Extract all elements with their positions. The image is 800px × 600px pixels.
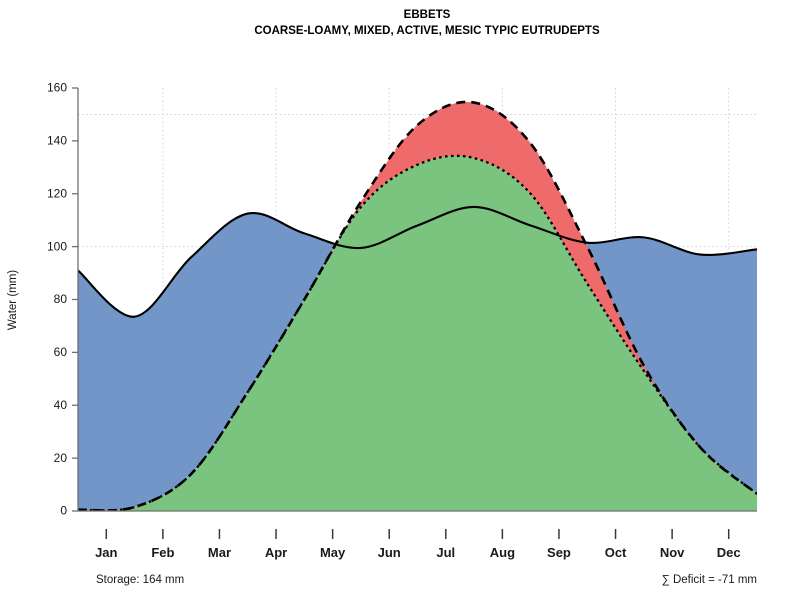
series-lines <box>78 100 757 511</box>
y-tick-label-140: 140 <box>47 134 67 148</box>
band-utilization <box>78 155 757 511</box>
chart-title: EBBETS <box>404 9 451 21</box>
x-axis: Jan Feb Mar Apr May Jun Jul Aug Sep Oct Nov Dec <box>95 529 741 560</box>
y-tick-label-160: 160 <box>47 81 67 95</box>
x-tick-label-may: May <box>320 545 346 560</box>
series-line-pet <box>78 100 757 511</box>
x-tick-label-oct: Oct <box>605 545 627 560</box>
x-tick-label-jan: Jan <box>95 545 117 560</box>
x-tick-label-aug: Aug <box>490 545 515 560</box>
series-line-aet <box>78 154 757 511</box>
x-tick-label-feb: Feb <box>151 545 174 560</box>
deficit-annotation: ∑ Deficit = -71 mm <box>662 574 757 586</box>
x-tick-label-sep: Sep <box>547 545 571 560</box>
y-axis-title: Water (mm) <box>7 270 19 330</box>
x-tick-label-mar: Mar <box>208 545 231 560</box>
area-bands <box>78 101 757 511</box>
band-surplus-recharge <box>78 213 757 511</box>
x-tick-label-nov: Nov <box>660 545 685 560</box>
series-line-ppt <box>78 205 757 318</box>
y-tick-label-120: 120 <box>47 186 67 200</box>
x-tick-label-jul: Jul <box>436 545 455 560</box>
y-tick-label-80: 80 <box>54 292 68 306</box>
y-tick-label-0: 0 <box>60 504 67 518</box>
y-axis: 0 20 40 60 80 100 120 140 160 <box>47 81 78 518</box>
y-tick-label-100: 100 <box>47 239 67 253</box>
chart-subtitle: COARSE-LOAMY, MIXED, ACTIVE, MESIC TYPIC… <box>254 25 600 37</box>
y-tick-label-40: 40 <box>54 398 68 412</box>
y-tick-label-20: 20 <box>54 451 68 465</box>
x-tick-label-jun: Jun <box>378 545 401 560</box>
storage-annotation: Storage: 164 mm <box>96 574 184 586</box>
x-tick-label-apr: Apr <box>265 545 287 560</box>
y-tick-label-60: 60 <box>54 345 68 359</box>
x-tick-label-dec: Dec <box>717 545 741 560</box>
